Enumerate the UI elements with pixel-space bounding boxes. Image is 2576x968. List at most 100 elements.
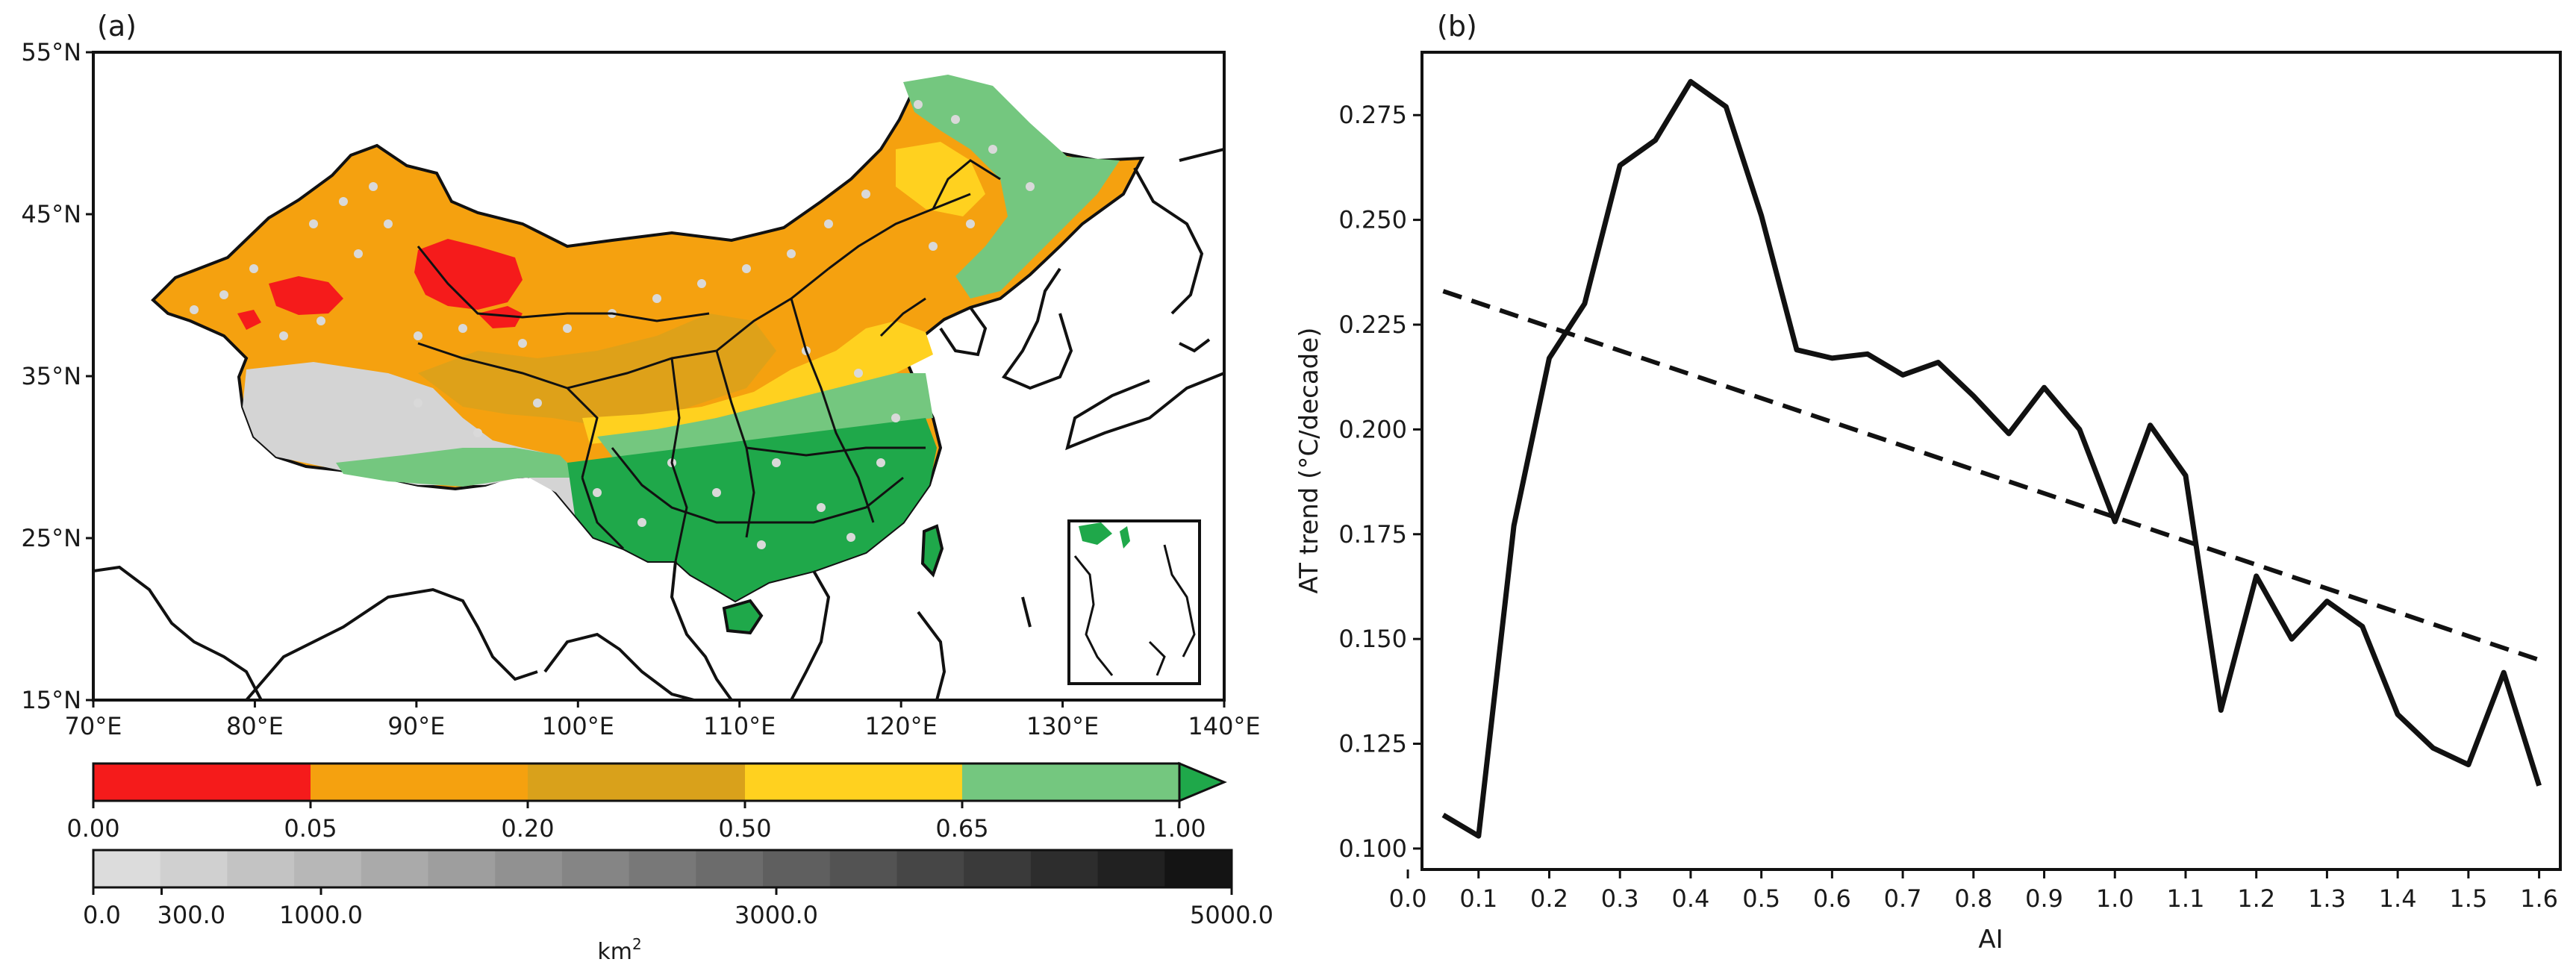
colorbar-area-frame: [92, 849, 1233, 889]
x-tick-label: 0.9: [2025, 884, 2063, 913]
colorbar-area-segment: [227, 850, 295, 887]
y-tick-label: 0.275: [1338, 101, 1407, 129]
panel-a-label: (a): [97, 10, 137, 43]
colorbar-area-segment: [696, 850, 764, 887]
x-tick-label: 0.4: [1671, 884, 1709, 913]
x-tick-label: 0.7: [1884, 884, 1922, 913]
colorbar-area-segment: [896, 850, 964, 887]
y-tick-label: 0.225: [1338, 310, 1407, 339]
region-yellow-band: [582, 321, 933, 444]
x-tick-label: 1.0: [2096, 884, 2134, 913]
colorbar-ai: 0.00 0.05 0.20 0.50 0.65 1.00: [66, 761, 1227, 843]
colorbar-area-tick-label: 300.0: [158, 901, 226, 929]
colorbar-ai-segment: [745, 764, 963, 801]
region-red-tarim: [414, 239, 523, 310]
island-taiwan: [920, 524, 944, 578]
colorbar-area-segment: [629, 850, 696, 887]
map-lon-tick-label: 120°E: [864, 712, 937, 740]
x-tick-label: 0.5: [1742, 884, 1780, 913]
y-axis-label: AT trend (°C/decade): [1294, 328, 1324, 594]
series-linear-fit: [1442, 289, 2540, 663]
y-tick-label: 0.100: [1338, 834, 1407, 863]
y-tick-label: 0.175: [1338, 520, 1407, 549]
colorbar-area-tick-label: 1000.0: [279, 901, 363, 929]
x-tick-label: 1.6: [2520, 884, 2558, 913]
map-axes: 70°E 80°E 90°E 100°E 110°E 120°E 130°E 140°E 55°…: [21, 38, 1260, 740]
colorbar-area-segment: [763, 850, 831, 887]
x-tick-label: 0.2: [1530, 884, 1568, 913]
x-tick-label: 1.5: [2449, 884, 2487, 913]
map-lat-tick-label: 25°N: [21, 524, 81, 552]
inset-map: [1067, 519, 1201, 685]
x-tick-label: 0.3: [1601, 884, 1639, 913]
map-lon-tick-label: 100°E: [542, 712, 614, 740]
map-lon-tick-label: 80°E: [226, 712, 284, 740]
x-axis-label: AI: [1978, 925, 2003, 955]
x-tick-label: 1.4: [2379, 884, 2417, 913]
region-lightgreen-northeast: [903, 75, 1120, 299]
map-lon-tick-label: 140°E: [1188, 712, 1260, 740]
colorbar-area-tick-label: 3000.0: [735, 901, 818, 929]
colorbar-area-tick-label: 0.0: [83, 901, 121, 929]
y-tick-label: 0.150: [1338, 625, 1407, 653]
colorbar-ai-segment: [93, 764, 311, 801]
y-tick-label: 0.250: [1338, 206, 1407, 234]
province-borders: [417, 159, 1001, 562]
colorbar-ai-tick-label: 1.00: [1153, 814, 1206, 843]
x-tick-label: 0.6: [1813, 884, 1851, 913]
colorbar-area-segment: [160, 850, 228, 887]
region-red-east: [478, 306, 523, 328]
colorbar-ai-segment: [528, 764, 746, 801]
colorbar-area-segment: [361, 850, 429, 887]
colorbar-area-segment: [495, 850, 563, 887]
map-lat-tick-label: 45°N: [21, 200, 81, 228]
x-tick-label: 0.8: [1954, 884, 1992, 913]
colorbar-area-segment: [1097, 850, 1165, 887]
colorbar-area-segment: [93, 850, 161, 887]
colorbar-area-segment: [1030, 850, 1099, 887]
panel-b-label: (b): [1437, 10, 1477, 43]
plot-frame: [1420, 51, 2562, 871]
map-lon-tick-label: 110°E: [703, 712, 776, 740]
map-body: [93, 52, 1224, 700]
colorbar-area-unit: km2: [597, 935, 641, 965]
x-tick-label: 1.1: [2167, 884, 2205, 913]
series-at-trend: [1441, 78, 2542, 839]
map-lon-tick-label: 70°E: [65, 712, 122, 740]
colorbar-ai-tick-label: 0.20: [501, 814, 554, 843]
y-tick-label: 0.125: [1338, 730, 1407, 758]
map-lat-tick-label: 55°N: [21, 38, 81, 66]
coastlines: [93, 148, 1224, 700]
y-tick-label: 0.200: [1338, 415, 1407, 443]
colorbar-ai-segment: [311, 764, 528, 801]
colorbar-area: 0.0 300.0 1000.0 3000.0 5000.0 km2: [83, 849, 1273, 965]
island-hainan: [722, 599, 764, 635]
map-lat-tick-label: 35°N: [21, 362, 81, 390]
x-tick-label: 1.2: [2237, 884, 2275, 913]
x-tick-label: 0.0: [1389, 884, 1427, 913]
colorbar-area-segment: [964, 850, 1032, 887]
x-tick-label: 1.3: [2308, 884, 2346, 913]
map-lon-tick-label: 130°E: [1026, 712, 1099, 740]
region-lightgreen-southwest: [336, 448, 582, 487]
colorbar-area-segment: [561, 850, 630, 887]
colorbar-area-segment: [1164, 850, 1232, 887]
plot-axes: 0.0 0.1 0.2 0.3 0.4 0.5 0.6 0.7 0.8 0.9 1.0 1.1 1.2 1…: [1338, 101, 2558, 913]
colorbar-ai-tick-label: 0.05: [284, 814, 337, 843]
colorbar-ai-extend: [1178, 761, 1227, 803]
panel-b: (b) 0.0 0.1 0.2 0.3 0.4 0.5 0.6 0.7 0.8 0.9 1.0 1.1…: [1294, 10, 2562, 955]
colorbar-ai-tick-label: 0.00: [66, 814, 119, 843]
region-northwest-band: [418, 313, 776, 425]
map-lon-tick-label: 90°E: [387, 712, 445, 740]
panel-a: (a): [21, 10, 1273, 965]
colorbar-area-segment: [829, 850, 897, 887]
colorbar-ai-tick-label: 0.65: [935, 814, 988, 843]
colorbar-area-tick-label: 5000.0: [1190, 901, 1273, 929]
x-tick-label: 0.1: [1459, 884, 1497, 913]
region-lightgreen-central: [597, 373, 933, 466]
region-red-taklamakan: [269, 276, 343, 315]
region-red-west: [237, 310, 261, 330]
colorbar-ai-tick-label: 0.50: [718, 814, 771, 843]
colorbar-area-segment: [294, 850, 362, 887]
